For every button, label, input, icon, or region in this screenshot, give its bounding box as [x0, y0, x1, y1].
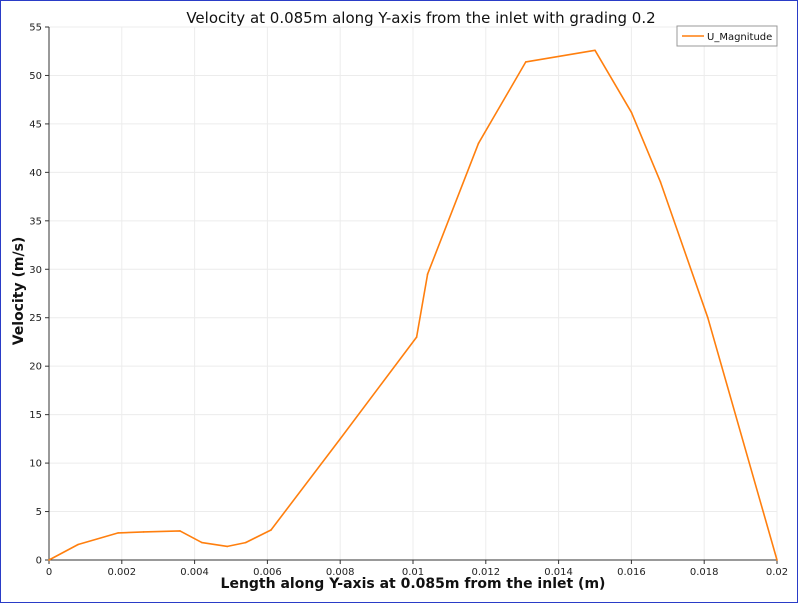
y-tick-label: 40	[29, 168, 42, 179]
y-tick-label: 50	[29, 71, 42, 82]
x-tick-label: 0.006	[253, 567, 282, 578]
x-tick-label: 0.02	[766, 567, 788, 578]
data-series	[48, 49, 778, 561]
data-point	[270, 529, 272, 531]
data-point	[142, 531, 145, 533]
legend-entry-u-magnitude: U_Magnitude	[707, 32, 772, 43]
data-point	[179, 530, 181, 532]
data-point	[77, 543, 79, 546]
x-tick-label: 0.016	[617, 567, 646, 578]
data-point	[415, 336, 418, 338]
x-tick-label: 0	[46, 567, 52, 578]
data-point	[594, 49, 596, 52]
chart-title: Velocity at 0.085m along Y-axis from the…	[186, 9, 655, 27]
y-tick-label: 15	[29, 410, 42, 421]
x-tick-label: 0.004	[180, 567, 209, 578]
data-point	[48, 559, 50, 561]
y-axis-label: Velocity (m/s)	[11, 237, 27, 346]
data-point	[426, 273, 429, 275]
y-tick-label: 45	[29, 119, 42, 130]
data-point	[630, 111, 633, 114]
y-tick-label: 55	[29, 23, 42, 34]
x-tick-label: 0.018	[690, 567, 719, 578]
data-point	[339, 438, 342, 440]
data-point	[776, 559, 778, 561]
x-tick-label: 0.01	[402, 567, 424, 578]
data-point	[226, 545, 229, 548]
x-tick-label: 0.008	[326, 567, 355, 578]
x-tick-label: 0.014	[544, 567, 573, 578]
grid-lines	[48, 26, 778, 561]
x-tick-label: 0.002	[107, 567, 136, 578]
data-point	[707, 316, 709, 319]
data-point	[525, 61, 527, 63]
y-tick-label: 25	[29, 313, 42, 324]
y-tick-label: 20	[29, 362, 42, 373]
legend: U_Magnitude	[676, 25, 778, 47]
tick-labels: 0 0.002 0.004 0.006 0.008 0.01 0.012 0.014 0.016…	[29, 23, 788, 579]
y-tick-label: 30	[29, 265, 42, 276]
data-point	[201, 541, 203, 544]
x-tick-label: 0.012	[471, 567, 500, 578]
data-point	[117, 532, 119, 534]
axes	[45, 26, 778, 564]
data-point	[477, 142, 480, 145]
y-tick-label: 10	[29, 459, 42, 470]
legend-box	[676, 25, 778, 47]
data-point	[244, 541, 247, 544]
y-tick-label: 0	[36, 556, 42, 567]
x-axis-label: Length along Y-axis at 0.085m from the i…	[221, 576, 606, 592]
y-tick-label: 5	[36, 507, 42, 518]
data-point	[659, 181, 662, 183]
y-tick-label: 35	[29, 216, 42, 227]
